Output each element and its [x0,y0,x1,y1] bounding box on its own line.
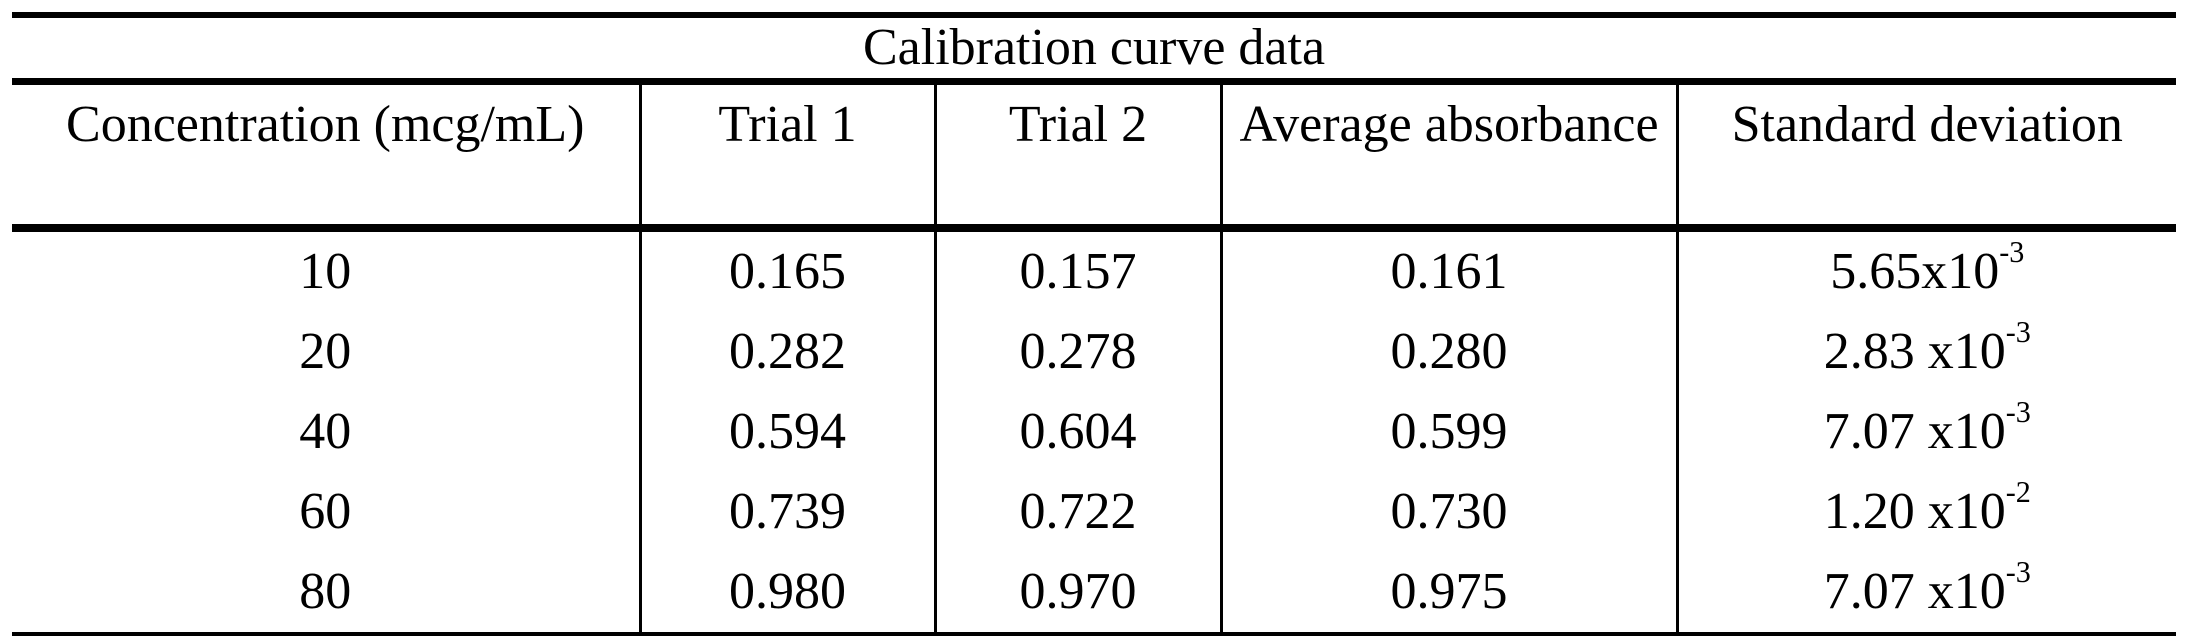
trial2-cell: 0.278 [933,312,1221,392]
table-row: 80 0.980 0.970 0.975 7.07 x10-3 [12,552,2177,636]
trial2-cell: 0.970 [933,552,1221,636]
trial2-cell: 0.604 [933,392,1221,472]
table-row: 20 0.282 0.278 0.280 2.83 x10-3 [12,312,2177,392]
sd-exponent: -3 [1999,235,2025,270]
sd-exponent: -3 [2005,315,2031,350]
sd-exponent: -3 [2005,555,2031,590]
standard-deviation-cell: 5.65x10-3 [1675,228,2177,312]
concentration-cell: 60 [299,483,352,540]
concentration-cell: 80 [299,563,352,620]
trial2-cell: 0.157 [933,228,1221,312]
sd-exponent: -3 [2005,395,2031,430]
trial1-cell: 0.165 [638,228,935,312]
calibration-table: Calibration curve data Concentration (mc… [12,12,2177,636]
average-absorbance-cell: 0.599 [1219,392,1677,472]
concentration-cell: 40 [299,403,352,460]
table-header-row: Concentration (mcg/mL) Trial 1 Trial 2 A… [12,81,2177,232]
col-header-standard-deviation: Standard deviation [1675,81,2177,232]
sd-mantissa: 7.07 x10 [1823,403,2006,460]
average-absorbance-cell: 0.161 [1219,228,1677,312]
col-header-average-absorbance: Average absorbance [1219,81,1677,232]
col-header-trial1: Trial 1 [638,81,935,232]
standard-deviation-cell: 7.07 x10-3 [1675,552,2177,636]
table-title-row: Calibration curve data [12,15,2177,85]
standard-deviation-cell: 1.20 x10-2 [1675,472,2177,552]
trial1-cell: 0.282 [638,312,935,392]
sd-mantissa: 7.07 x10 [1823,563,2006,620]
concentration-cell: 10 [299,243,352,300]
table-row: 10 0.165 0.157 0.161 5.65x10-3 [12,228,2177,312]
sd-mantissa: 1.20 x10 [1823,483,2006,540]
trial1-cell: 0.739 [638,472,935,552]
col-header-trial2: Trial 2 [933,81,1221,232]
col-header-concentration: Concentration (mcg/mL) [12,81,640,232]
standard-deviation-cell: 7.07 x10-3 [1675,392,2177,472]
sd-exponent: -2 [2005,475,2031,510]
table-title: Calibration curve data [12,15,2177,85]
trial2-cell: 0.722 [933,472,1221,552]
trial1-cell: 0.980 [638,552,935,636]
table-row: 40 0.594 0.604 0.599 7.07 x10-3 [12,392,2177,472]
average-absorbance-cell: 0.730 [1219,472,1677,552]
trial1-cell: 0.594 [638,392,935,472]
sd-mantissa: 5.65x10 [1830,243,2000,300]
table-row: 60 0.739 0.722 0.730 1.20 x10-2 [12,472,2177,552]
average-absorbance-cell: 0.280 [1219,312,1677,392]
concentration-cell: 20 [299,323,352,380]
standard-deviation-cell: 2.83 x10-3 [1675,312,2177,392]
sd-mantissa: 2.83 x10 [1823,323,2006,380]
average-absorbance-cell: 0.975 [1219,552,1677,636]
